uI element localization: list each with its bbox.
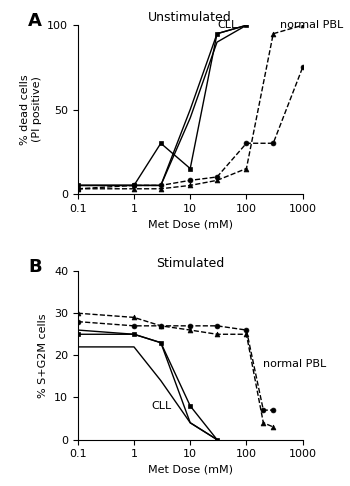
X-axis label: Met Dose (mM): Met Dose (mM)	[148, 465, 233, 475]
Text: CLL: CLL	[217, 20, 237, 30]
X-axis label: Met Dose (mM): Met Dose (mM)	[148, 219, 233, 229]
Text: B: B	[28, 258, 42, 276]
Y-axis label: % dead cells
(PI positive): % dead cells (PI positive)	[20, 74, 42, 145]
Title: Unstimulated: Unstimulated	[148, 11, 232, 24]
Text: normal PBL: normal PBL	[280, 20, 343, 30]
Text: CLL: CLL	[151, 401, 171, 411]
Text: A: A	[28, 12, 42, 30]
Y-axis label: % S+G2M cells: % S+G2M cells	[38, 313, 48, 398]
Text: normal PBL: normal PBL	[263, 359, 327, 369]
Title: Stimulated: Stimulated	[156, 257, 224, 270]
